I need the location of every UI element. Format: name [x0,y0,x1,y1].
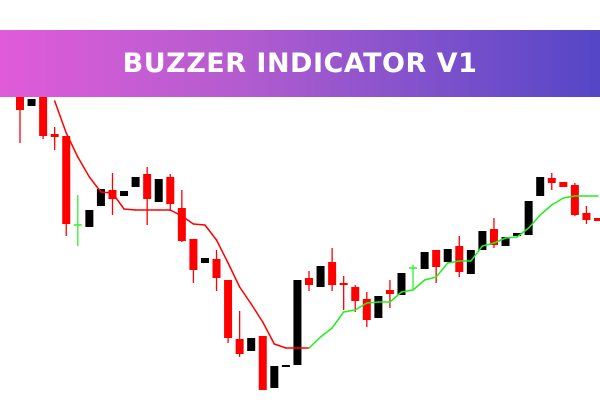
indicator-line-segment [204,224,218,241]
candle-body [189,239,198,270]
indicator-line-segment [215,239,229,264]
indicator-line-segment [481,242,495,247]
indicator-line-segment [516,227,530,238]
candle-body [513,233,522,236]
banner-title: BUZZER INDICATOR V1 [122,48,478,79]
indicator-line-segment [308,336,322,349]
candle-body [16,90,24,110]
candle-body [96,189,105,206]
indicator-line-segment [527,214,541,229]
candle-body [305,278,313,285]
candle-body [154,179,163,202]
candle-body [385,290,394,294]
candle-body [247,338,256,351]
candle-body [339,283,348,285]
indicator-line-segment [389,291,403,303]
indicator-line-segment [562,195,576,199]
indicator-line-segment [539,204,553,216]
indicator-line-segment [169,209,183,217]
candle-body [420,252,429,269]
candle-body [489,229,498,245]
candle-body [466,250,475,274]
candle-body [39,90,48,136]
candle-body [432,250,441,267]
indicator-line-segment [412,279,426,291]
candle-body [582,213,591,220]
candle-body [281,365,290,367]
candle-body [235,339,244,354]
candle-body [316,266,325,287]
candle-body [328,262,337,285]
candle-body [455,246,464,272]
candle-body [131,177,140,187]
indicator-line-segment [181,215,195,225]
indicator-line-segment [446,260,461,264]
candle-body [501,237,510,246]
indicator-line-segment [354,302,368,311]
indicator-line-segment [192,223,206,226]
indicator-line-segment [493,237,507,244]
indicator-line-segment [319,327,333,338]
candle-body [224,280,233,338]
candle-body [166,177,175,204]
candle-body [177,208,186,241]
indicator-line-segment [100,191,114,194]
candle-body [374,296,383,318]
candle-body [258,336,267,390]
indicator-line-segment [238,286,252,305]
candle-body [547,178,556,183]
indicator-line-segment [123,208,137,211]
candle-body [108,190,117,199]
indicator-line-segment [273,343,287,349]
candle-body [478,231,487,250]
indicator-line-segment [400,289,414,293]
indicator-line-segment [435,262,449,278]
candle-body [397,273,406,295]
candle-body [362,299,371,320]
candle-body [62,136,71,224]
candle-body [270,366,279,388]
indicator-line-segment [111,192,125,210]
candle-body [443,249,452,262]
indicator-line-segment [470,245,484,262]
indicator-line-segment [227,262,241,288]
indicator-line-segment [331,311,345,329]
indicator-line-segment [262,321,276,345]
candle-body [27,99,36,106]
candle-body [570,185,579,215]
candle-body [143,174,152,199]
candle-body [293,280,302,365]
indicator-line-segment [504,236,518,239]
candle-body [212,259,221,278]
indicator-line-segment [88,176,102,193]
candle-body [594,218,600,221]
indicator-line-segment [366,301,380,304]
candle-body [120,191,129,196]
candle-body [50,134,59,137]
candle-body [524,201,533,235]
title-banner: BUZZER INDICATOR V1 [0,30,600,97]
indicator-line-segment [551,197,565,206]
candle-body [559,182,568,187]
candle-body [85,210,94,227]
candle-body [536,177,545,196]
indicator-line-segment [423,276,437,281]
indicator-line-segment [250,303,264,323]
indicator-line-segment [342,309,356,313]
candle-body [351,287,360,301]
candle-body [200,258,209,263]
indicator-line-segment [53,100,67,134]
indicator-line-segment [65,132,79,158]
indicator-line-segment [77,156,91,178]
